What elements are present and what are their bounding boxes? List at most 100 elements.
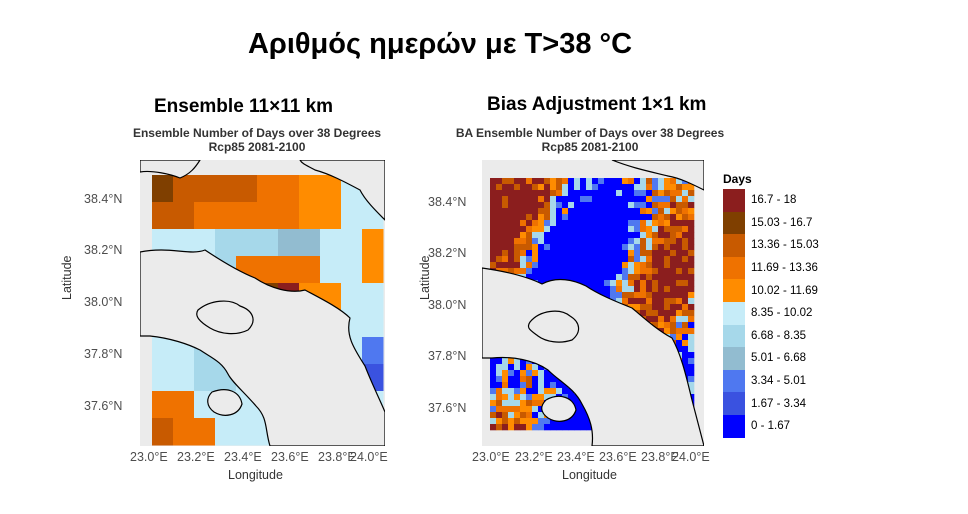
right-grid-cell bbox=[634, 202, 641, 209]
right-grid-cell bbox=[532, 370, 539, 377]
right-grid-cell bbox=[598, 208, 605, 215]
right-grid-cell bbox=[574, 220, 581, 227]
right-grid-cell bbox=[514, 232, 521, 239]
right-grid-cell bbox=[508, 424, 515, 431]
right-grid-cell bbox=[622, 256, 629, 263]
right-grid-cell bbox=[682, 328, 689, 335]
right-grid-cell bbox=[652, 190, 659, 197]
legend-swatch bbox=[723, 211, 745, 235]
left-grid-cell bbox=[173, 229, 195, 257]
right-grid-cell bbox=[544, 214, 551, 221]
right-grid-cell bbox=[496, 418, 503, 425]
left-gulf-water bbox=[140, 249, 385, 446]
right-grid-cell bbox=[628, 268, 635, 275]
right-grid-cell bbox=[598, 202, 605, 209]
left-grid-cell bbox=[341, 202, 363, 230]
right-grid-cell bbox=[676, 220, 683, 227]
right-map bbox=[482, 160, 704, 446]
right-grid-cell bbox=[526, 418, 533, 425]
right-grid-cell bbox=[586, 196, 593, 203]
right-grid-cell bbox=[568, 214, 575, 221]
left-grid-cell bbox=[320, 229, 342, 257]
right-x-tick: 24.0°E bbox=[672, 450, 710, 464]
right-grid-cell bbox=[652, 232, 659, 239]
right-grid-cell bbox=[508, 376, 515, 383]
right-grid-cell bbox=[568, 220, 575, 227]
right-grid-cell bbox=[502, 406, 509, 413]
right-grid-cell bbox=[616, 238, 623, 245]
right-grid-cell bbox=[682, 292, 689, 299]
right-grid-cell bbox=[496, 256, 503, 263]
right-grid-cell bbox=[616, 196, 623, 203]
left-grid-cell bbox=[236, 418, 258, 446]
right-grid-cell bbox=[670, 226, 677, 233]
left-grid-cell bbox=[236, 229, 258, 257]
right-grid-cell bbox=[490, 412, 497, 419]
right-grid-cell bbox=[598, 220, 605, 227]
right-grid-cell bbox=[640, 250, 647, 257]
right-grid-cell bbox=[538, 394, 545, 401]
right-grid-cell bbox=[586, 250, 593, 257]
right-grid-cell bbox=[508, 406, 515, 413]
right-grid-cell bbox=[604, 232, 611, 239]
right-grid-cell bbox=[538, 214, 545, 221]
right-y-tick: 37.8°N bbox=[428, 349, 467, 363]
right-grid-cell bbox=[676, 262, 683, 269]
right-grid-cell bbox=[526, 394, 533, 401]
right-grid-cell bbox=[688, 310, 695, 317]
right-grid-cell bbox=[634, 208, 641, 215]
right-grid-cell bbox=[688, 238, 695, 245]
right-grid-cell bbox=[688, 334, 695, 341]
right-grid-cell bbox=[592, 286, 599, 293]
right-grid-cell bbox=[556, 388, 563, 395]
right-grid-cell bbox=[520, 268, 527, 275]
right-grid-cell bbox=[682, 358, 689, 365]
right-grid-cell bbox=[658, 178, 665, 185]
left-grid-cell bbox=[278, 202, 300, 230]
right-grid-cell bbox=[532, 214, 539, 221]
right-grid-cell bbox=[508, 244, 515, 251]
left-grid-cell bbox=[152, 364, 174, 392]
right-grid-cell bbox=[568, 424, 575, 431]
legend-item: 11.69 - 13.36 bbox=[723, 256, 819, 280]
right-grid-cell bbox=[526, 382, 533, 389]
right-grid-cell bbox=[538, 376, 545, 383]
right-grid-cell bbox=[598, 274, 605, 281]
right-grid-cell bbox=[682, 184, 689, 191]
right-grid-cell bbox=[646, 250, 653, 257]
right-grid-cell bbox=[622, 262, 629, 269]
right-grid-cell bbox=[658, 220, 665, 227]
right-grid-cell bbox=[622, 268, 629, 275]
right-grid-cell bbox=[676, 346, 683, 353]
right-grid-cell bbox=[628, 274, 635, 281]
right-grid-cell bbox=[490, 388, 497, 395]
right-grid-cell bbox=[538, 400, 545, 407]
legend-label: 13.36 - 15.03 bbox=[751, 239, 819, 252]
legend-item: 1.67 - 3.34 bbox=[723, 392, 819, 415]
right-grid-cell bbox=[514, 214, 521, 221]
left-north-gulf bbox=[140, 160, 201, 179]
right-grid-cell bbox=[574, 424, 581, 431]
right-grid-cell bbox=[496, 400, 503, 407]
right-grid-cell bbox=[508, 262, 515, 269]
right-grid-cell bbox=[646, 256, 653, 263]
right-grid-cell bbox=[688, 286, 695, 293]
right-grid-cell bbox=[538, 196, 545, 203]
right-grid-cell bbox=[538, 370, 545, 377]
right-grid-cell bbox=[520, 382, 527, 389]
right-grid-cell bbox=[682, 322, 689, 329]
left-grid-cell bbox=[152, 202, 174, 230]
left-x-tick: 23.4°E bbox=[224, 450, 262, 464]
right-grid-cell bbox=[688, 280, 695, 287]
right-grid-cell bbox=[592, 220, 599, 227]
right-grid-cell bbox=[628, 202, 635, 209]
right-grid-cell bbox=[688, 190, 695, 197]
left-coastline bbox=[140, 160, 385, 446]
right-grid-cell bbox=[508, 208, 515, 215]
right-grid-cell bbox=[556, 220, 563, 227]
right-grid-cell bbox=[550, 418, 557, 425]
right-grid-cell bbox=[652, 250, 659, 257]
right-grid-cell bbox=[622, 208, 629, 215]
right-grid-cell bbox=[544, 376, 551, 383]
right-grid-cell bbox=[688, 220, 695, 227]
